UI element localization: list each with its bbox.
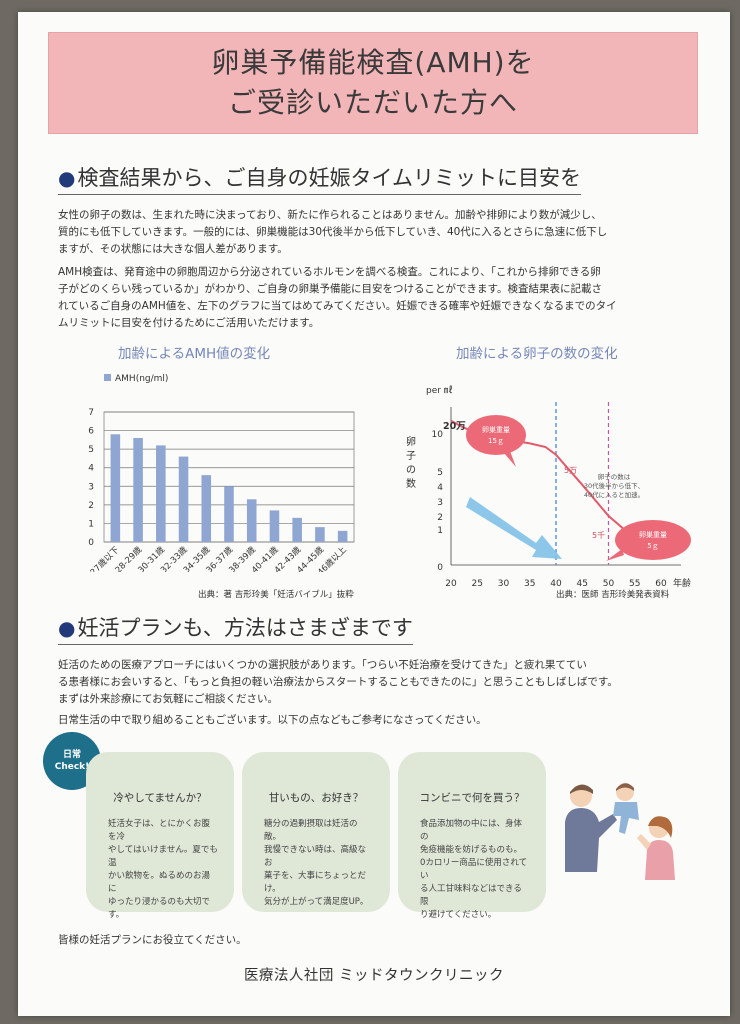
legend-label: AMH(ng/ml) — [115, 374, 168, 384]
ovary1-value: 15ｇ — [488, 437, 504, 445]
x-tick-label: 45 — [577, 579, 588, 589]
section2-heading: ●妊活プランも、方法はさまざまです — [58, 612, 413, 645]
start-value-label: 20万 — [443, 421, 466, 432]
bar — [246, 499, 257, 542]
y-axis-label-char: 子 — [406, 450, 416, 462]
y-tick-label: 0 — [88, 538, 94, 548]
y-tick-label: 1 — [88, 519, 94, 529]
x-tick-label: 25 — [472, 579, 483, 589]
bubble-tail — [606, 549, 624, 561]
x-tick-label: 30 — [498, 579, 510, 589]
egg-chart-source: 出典：医師 吉形玲美発表資料 — [556, 590, 670, 600]
bar — [201, 475, 212, 542]
section1-heading: ●検査結果から、ご自身の妊娠タイムリミットに目安を — [58, 162, 582, 195]
bar — [156, 445, 166, 542]
note-line-3: 40代に入ると加速。 — [584, 490, 644, 499]
amh-bar-chart: AMH(ng/ml)0123456727歳以下28-29歳30-31歳32-33… — [88, 374, 355, 572]
ovary-bubble-15g — [466, 415, 526, 455]
ovary-bubble-5g — [615, 520, 691, 560]
title-line-1: 卵巣予備能検査(AMH)を — [211, 46, 535, 79]
amh-chart-title: 加齢によるAMH値の変化 — [118, 346, 271, 362]
section2-paragraph-2: 日常生活の中で取り組めることもございます。以下の点などもご参考になさってください… — [58, 714, 487, 726]
badge-line-1: 日常 — [62, 750, 81, 760]
bullet-icon: ● — [58, 616, 76, 640]
egg-chart-title: 加齢による卵子の数の変化 — [456, 346, 618, 362]
x-tick-label: 40 — [550, 579, 562, 589]
trend-arrow-icon — [466, 497, 562, 559]
bar — [315, 527, 325, 542]
tip-card-body: 食品添加物の中には、身体の 免疫機能を妨げるものも。 0カロリー商品に使用されて… — [420, 819, 528, 920]
flyer-sheet: 卵巣予備能検査(AMH)を ご受診いただいた方へ ●検査結果から、ご自身の妊娠タ… — [18, 12, 730, 1016]
y-tick-label: 4 — [88, 464, 94, 474]
mid-value-label: 5万 — [564, 466, 577, 475]
tip-card-sweets: 甘いもの、お好き？ 糖分の過剰摂取は妊活の敵。 我慢できない時は、高級なお 菓子… — [242, 752, 390, 912]
legend-swatch — [104, 374, 111, 381]
bar — [337, 530, 348, 542]
bar — [292, 517, 302, 542]
tip-card-body: 妊活女子は、とにかくお腹を冷 やしてはいけません。夏でも温 かい飲物を。ぬるめの… — [108, 819, 218, 920]
y-tick-label: 0 — [437, 563, 443, 573]
badge-line-2: Check! — [54, 762, 90, 772]
y-tick-label: 10 — [432, 430, 444, 440]
ovary2-title: 卵巣重量 — [639, 530, 667, 539]
x-tick-label: 60 — [655, 579, 667, 589]
y-tick-label: 6 — [88, 427, 94, 437]
bullet-icon: ● — [58, 166, 76, 190]
ovary2-value: 5ｇ — [647, 542, 658, 550]
section2-paragraph-1: 妊活のための医療アプローチにはいくつかの選択肢があります。「つらい不妊治療を受け… — [58, 659, 618, 705]
y-axis-label-char: 卵 — [406, 436, 416, 448]
note-line-1: 卵子の数は — [598, 472, 631, 481]
y-axis-label-char: 数 — [406, 477, 416, 490]
woman-body-icon — [645, 840, 675, 880]
section1-paragraph-2: AMH検査は、発育途中の卵胞周辺から分泌されているホルモンを調べる検査。これによ… — [58, 266, 617, 329]
tip-card-title: 冷やしてませんか？ — [113, 792, 207, 804]
low-value-label: 5千 — [592, 530, 605, 540]
y-tick-label: 3 — [437, 498, 443, 508]
man-body-icon — [565, 808, 617, 872]
title-banner: 卵巣予備能検査(AMH)を ご受診いただいた方へ — [48, 32, 698, 134]
x-tick-label: 35 — [524, 579, 535, 589]
y-tick-label: 1 — [437, 526, 443, 536]
ovary1-title: 卵巣重量 — [482, 425, 510, 434]
bar — [110, 434, 121, 542]
closing-text: 皆様の妊活プランにお役立てください。 — [58, 934, 247, 946]
tip-card-cold: 冷やしてませんか？ 妊活女子は、とにかくお腹を冷 やしてはいけません。夏でも温 … — [86, 752, 234, 920]
x-tick-label: 20 — [445, 579, 457, 589]
tip-card-title: コンビニで何を買う？ — [419, 792, 525, 804]
y-tick-label: 4 — [437, 483, 443, 493]
bar — [178, 456, 189, 542]
y-tick-label: 5 — [437, 468, 443, 478]
section1-heading-text: 検査結果から、ご自身の妊娠タイムリミットに目安を — [77, 166, 582, 190]
bar — [269, 510, 280, 542]
clinic-name: 医療法人社団 ミッドタウンクリニック — [243, 968, 505, 984]
family-illustration — [565, 783, 675, 880]
tip-card-convenience: コンビニで何を買う？ 食品添加物の中には、身体の 免疫機能を妨げるものも。 0カ… — [398, 752, 546, 920]
child-body-icon — [613, 802, 639, 834]
note-line-2: 30代後半から低下、 — [584, 481, 644, 490]
y-tick-label: 2 — [437, 513, 443, 523]
y-tick-label: 5 — [88, 445, 94, 455]
x-tick-label: 50 — [603, 579, 615, 589]
y-axis-label-char: の — [406, 465, 416, 476]
section2-heading-text: 妊活プランも、方法はさまざまです — [77, 616, 413, 640]
tip-card-body: 糖分の過剰摂取は妊活の敵。 我慢できない時は、高級なお 菓子を、大事にちょっとだ… — [264, 819, 369, 907]
y-tick-label: 7 — [88, 408, 94, 418]
amh-chart-source: 出典：著 吉形玲美「妊活バイブル」抜粋 — [198, 590, 354, 600]
section1-paragraph-1: 女性の卵子の数は、生まれた時に決まっており、新たに作られることはありません。加齢… — [58, 209, 608, 255]
y-tick-label: 3 — [88, 482, 94, 492]
bar — [133, 438, 143, 542]
tip-card-title: 甘いもの、お好き？ — [268, 792, 364, 804]
bubble-tail — [504, 451, 516, 467]
title-line-2: ご受診いただいた方へ — [227, 86, 518, 119]
x-axis-label: 年齢 — [673, 577, 691, 589]
y-tick-label: 2 — [88, 501, 94, 511]
unit-label: per ㎖ — [426, 385, 453, 396]
x-tick-label: 55 — [629, 579, 640, 589]
bar — [224, 486, 234, 542]
